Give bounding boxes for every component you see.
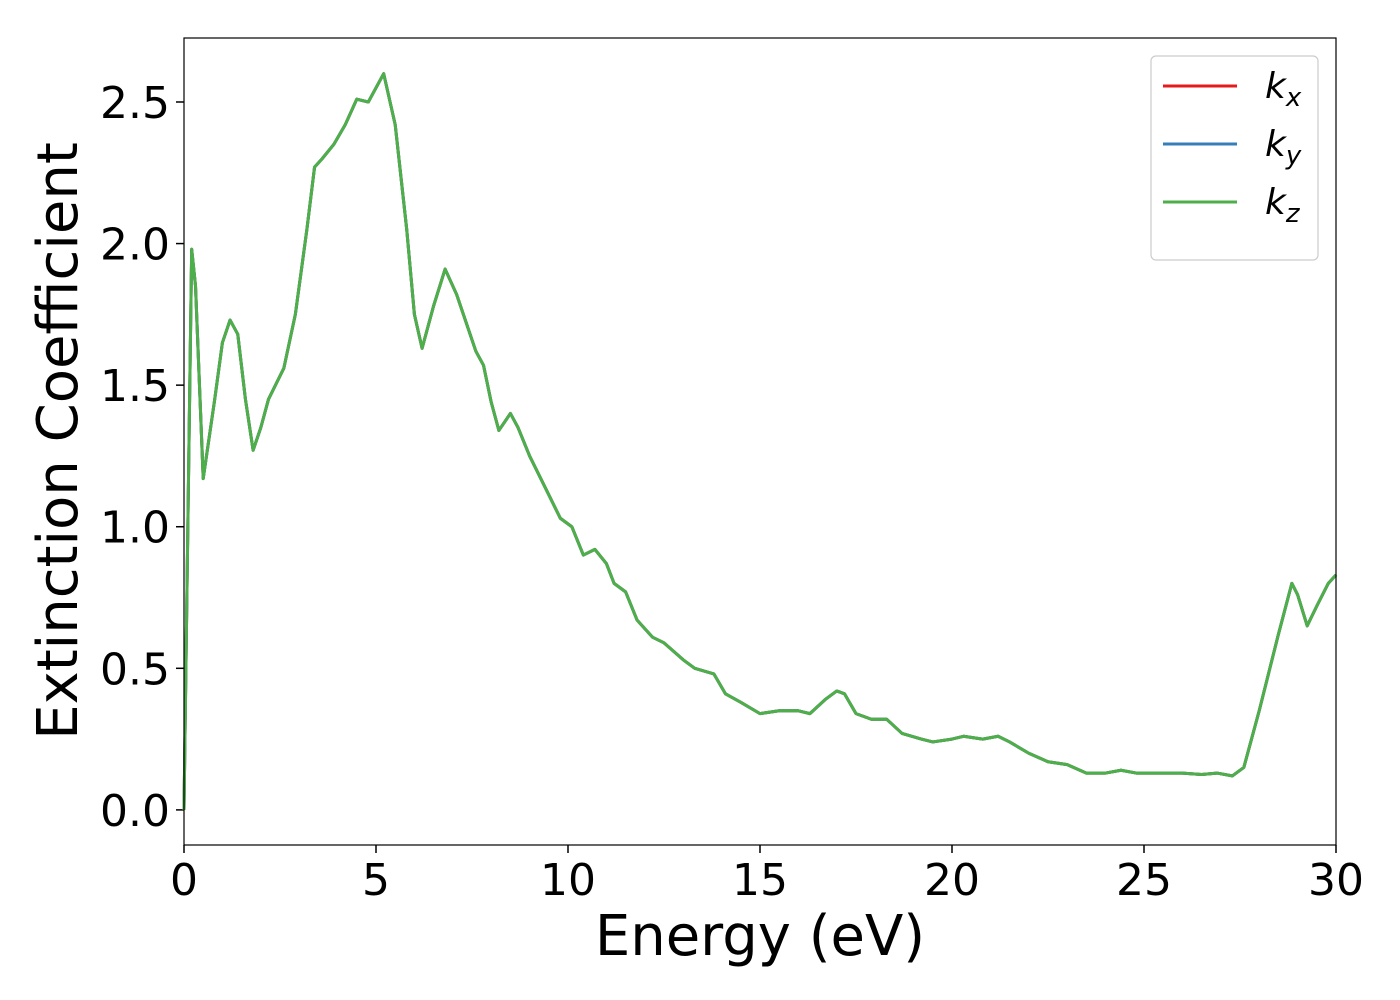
- y-tick-label: 0.5: [100, 644, 170, 695]
- x-tick-label: 20: [924, 855, 980, 906]
- legend-label: kx: [1265, 66, 1302, 113]
- legend-label: ky: [1265, 124, 1302, 171]
- plot-frame: [183, 37, 1337, 846]
- legend-label: kz: [1265, 182, 1301, 229]
- legend: kx ky kz: [1150, 55, 1319, 261]
- y-tick-label: 2.0: [100, 220, 170, 271]
- legend-box: [1150, 55, 1319, 261]
- y-tick-label: 2.5: [100, 78, 170, 129]
- y-axis-label: Extinction Coefficient: [26, 142, 91, 740]
- y-tick-label: 0.0: [100, 786, 170, 837]
- x-tick-label: 30: [1308, 855, 1364, 906]
- x-axis-label: Energy (eV): [595, 904, 925, 969]
- line-series: [182, 72, 1338, 810]
- x-tick-label: 0: [170, 855, 198, 906]
- y-tick-label: 1.0: [100, 503, 170, 554]
- x-tick-label: 10: [540, 855, 596, 906]
- y-tick-label: 1.5: [100, 361, 170, 412]
- x-tick-label: 15: [732, 855, 788, 906]
- x-tick-label: 25: [1116, 855, 1172, 906]
- x-tick-label: 5: [362, 855, 390, 906]
